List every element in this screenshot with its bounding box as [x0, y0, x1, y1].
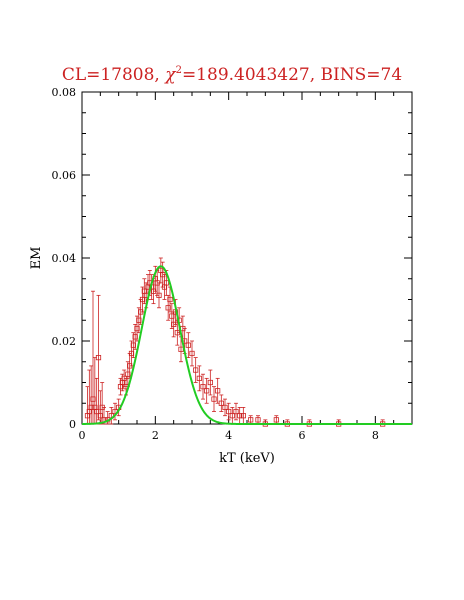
- data-point: [233, 408, 239, 415]
- data-point: [94, 408, 100, 415]
- axis-tick-labels: 0 2 4 6 8 0 0.02 0.04 0.06 0.08: [52, 86, 379, 442]
- data-point: [273, 417, 279, 423]
- y-tick-label: 0.02: [52, 335, 77, 348]
- axis-ticks: [81, 91, 413, 425]
- data-point: [121, 375, 127, 381]
- data-point: [174, 330, 180, 336]
- data-point: [163, 280, 169, 286]
- data-point: [193, 367, 199, 373]
- data-point: [139, 296, 146, 303]
- data-point: [237, 413, 243, 419]
- y-tick-label: 0.06: [52, 169, 77, 182]
- data-point: [154, 280, 160, 286]
- model-curve: [81, 265, 412, 425]
- data-point: [132, 334, 138, 340]
- x-tick-label: 4: [225, 429, 232, 442]
- data-point: [211, 396, 217, 402]
- data-point: [95, 354, 102, 361]
- data-point: [167, 296, 173, 303]
- data-point: [248, 417, 254, 423]
- data-points: [84, 267, 386, 427]
- x-tick-label: 6: [299, 429, 306, 442]
- data-point: [207, 379, 213, 386]
- data-point: [240, 413, 246, 419]
- data-point: [185, 342, 191, 348]
- x-tick-label: 2: [152, 429, 159, 442]
- data-point: [127, 363, 133, 369]
- data-point: [200, 384, 206, 390]
- data-point: [215, 388, 221, 394]
- y-axis-label: EM: [29, 247, 44, 270]
- data-point: [150, 288, 157, 294]
- data-point: [99, 404, 105, 411]
- data-point: [156, 292, 162, 298]
- y-tick-label: 0.04: [52, 252, 77, 265]
- data-point: [226, 408, 232, 415]
- chart-title-chi: χ: [164, 65, 177, 85]
- data-point: [128, 350, 135, 357]
- y-tick-label: 0: [69, 418, 76, 431]
- data-point: [90, 396, 96, 402]
- data-point: [160, 271, 166, 278]
- data-point: [255, 417, 261, 423]
- chart-title-suffix: =189.4043427, BINS=74: [182, 65, 402, 85]
- data-point: [218, 400, 224, 406]
- y-tick-label: 0.08: [52, 86, 77, 99]
- data-point: [136, 317, 142, 323]
- data-point: [171, 321, 177, 328]
- data-point: [189, 350, 195, 357]
- data-point: [138, 309, 144, 315]
- data-point: [134, 325, 140, 332]
- chart-title: CL=17808, χ2=189.4043427, BINS=74: [62, 65, 402, 85]
- data-point: [130, 342, 136, 348]
- data-point: [204, 388, 210, 394]
- data-point: [222, 404, 228, 411]
- chart-title-chi-sup: 2: [176, 65, 182, 76]
- data-point: [88, 404, 94, 411]
- error-bars: [85, 257, 385, 425]
- data-point: [97, 413, 103, 419]
- data-point: [125, 371, 131, 377]
- data-point: [196, 375, 202, 381]
- data-point: [165, 305, 171, 311]
- x-tick-label: 0: [79, 429, 86, 442]
- x-axis-label: kT (keV): [219, 451, 275, 466]
- data-point: [169, 313, 175, 319]
- x-tick-label: 8: [372, 429, 379, 442]
- data-point: [229, 413, 235, 419]
- chart-title-prefix: CL=17808,: [62, 65, 165, 85]
